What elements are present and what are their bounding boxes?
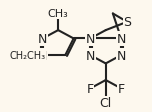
Text: S: S xyxy=(123,16,131,29)
Text: N: N xyxy=(86,49,95,62)
Text: N: N xyxy=(116,49,126,62)
Text: N: N xyxy=(38,49,47,62)
Text: CH₂CH₃: CH₂CH₃ xyxy=(9,51,45,61)
Text: N: N xyxy=(38,33,47,46)
Text: Cl: Cl xyxy=(100,96,112,109)
Text: CH₃: CH₃ xyxy=(48,9,69,19)
Text: N: N xyxy=(86,33,95,46)
Text: N: N xyxy=(116,33,126,46)
Text: F: F xyxy=(118,82,125,95)
Text: F: F xyxy=(87,82,94,95)
